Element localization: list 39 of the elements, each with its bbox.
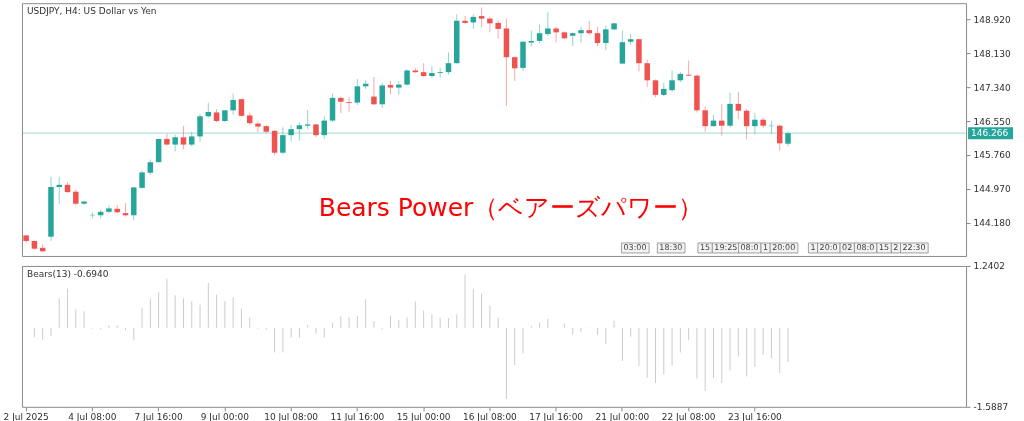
candlestick xyxy=(106,204,112,214)
annotation: 02 xyxy=(842,242,853,252)
candlestick xyxy=(429,65,435,79)
y-tick-label: 144.970 xyxy=(973,184,1011,195)
annotation: 08:0 xyxy=(740,242,759,252)
y-tick-label: 146.550 xyxy=(973,116,1011,127)
annotation: 20:00 xyxy=(772,242,796,252)
chart-title: USDJPY, H4: US Dollar vs Yen xyxy=(26,6,157,17)
annotation: 1 xyxy=(763,242,769,252)
y-tick-label: -1.5887 xyxy=(973,402,1009,413)
candlestick xyxy=(553,26,559,44)
annotation: 15 xyxy=(878,242,890,252)
y-tick-label: 144.180 xyxy=(973,218,1011,229)
annotation: 22:30 xyxy=(902,242,926,252)
annotation: 15 xyxy=(699,242,711,252)
annotation: 19:25 xyxy=(714,242,738,252)
candlestick xyxy=(288,124,294,143)
annotation: 03:00 xyxy=(623,242,647,252)
candlestick xyxy=(487,16,493,33)
y-tick-label: 148.920 xyxy=(973,14,1011,25)
candlestick xyxy=(685,60,692,77)
annotation: Bears Power（ベアーズパワー） xyxy=(318,192,704,222)
candlestick xyxy=(437,67,443,79)
y-tick-label: 1.2402 xyxy=(973,261,1005,272)
chart-title: Bears(13) -0.6940 xyxy=(26,268,109,279)
candlestick xyxy=(346,96,352,113)
candlestick xyxy=(255,120,261,133)
candlestick xyxy=(578,26,584,44)
annotation: 1 xyxy=(810,242,816,252)
y-tick-label: 145.760 xyxy=(973,150,1011,161)
y-tick-label: 147.340 xyxy=(973,82,1011,93)
annotation: 18:30 xyxy=(659,242,683,252)
ref-line-label: 146.266 xyxy=(971,128,1009,139)
candlestick xyxy=(81,200,87,206)
candlestick xyxy=(462,15,468,25)
y-tick-label: 148.130 xyxy=(973,48,1011,59)
annotation: 20:0 xyxy=(819,242,838,252)
annotation: 08:0 xyxy=(856,242,875,252)
annotation: 2 xyxy=(893,242,899,252)
